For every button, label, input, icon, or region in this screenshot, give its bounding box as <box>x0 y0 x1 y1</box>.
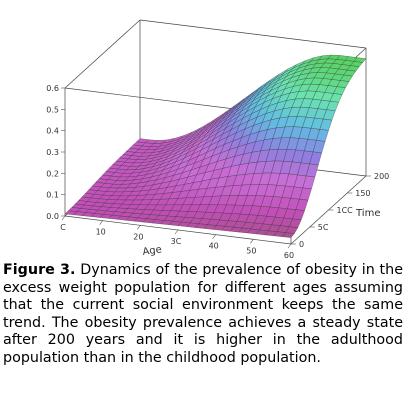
x-tick-mark <box>212 234 216 239</box>
surface-cell <box>281 232 295 238</box>
y-tick-label: 0 <box>299 240 304 249</box>
axis-ticks: 0.0 0.1 0.2 0.3 0.4 0.5 0.6 C 10 20 3C 40 50 60 0 5C 1CC… <box>46 84 389 260</box>
figure-caption: Figure 3. Dynamics of the prevalence of … <box>3 262 403 367</box>
caption-text: Dynamics of the prevalence of obesity in… <box>3 262 404 366</box>
x-tick-label: C <box>60 223 66 232</box>
x-tick-mark <box>99 220 103 225</box>
x-tick-label: 20 <box>133 232 143 241</box>
x-tick-label: 50 <box>246 246 256 255</box>
prevalence-surface <box>64 54 367 238</box>
y-tick-label: 5C <box>318 223 329 232</box>
caption-label: Figure 3. <box>3 262 76 278</box>
x-tick-mark <box>137 225 141 230</box>
z-tick-label: 0.4 <box>46 127 59 136</box>
y-tick-label: 150 <box>355 189 370 198</box>
x-tick-label: 10 <box>96 228 106 237</box>
box-edge <box>64 19 141 89</box>
x-tick-mark <box>287 243 292 249</box>
box-edge <box>139 19 367 49</box>
x-axis-label: Age <box>142 244 163 258</box>
z-tick-label: 0.0 <box>46 212 59 221</box>
x-tick-label: 60 <box>284 251 294 260</box>
x-tick-label: 3C <box>171 237 182 246</box>
x-tick-mark <box>61 215 66 221</box>
z-tick-label: 0.6 <box>46 84 59 93</box>
z-tick-label: 0.3 <box>46 148 59 157</box>
x-tick-mark <box>250 239 254 244</box>
z-tick-label: 0.2 <box>46 169 59 178</box>
z-tick-label: 0.1 <box>46 191 59 200</box>
y-axis-label: Time <box>355 208 380 219</box>
z-tick-label: 0.5 <box>46 105 59 114</box>
surface-plot: 0.0 0.1 0.2 0.3 0.4 0.5 0.6 C 10 20 3C 40 50 60 0 5C 1CC… <box>46 19 389 260</box>
x-tick-label: 40 <box>209 242 219 251</box>
x-tick-mark <box>174 229 179 235</box>
y-tick-label: 1CC <box>337 206 354 215</box>
y-tick-label: 200 <box>374 172 389 181</box>
